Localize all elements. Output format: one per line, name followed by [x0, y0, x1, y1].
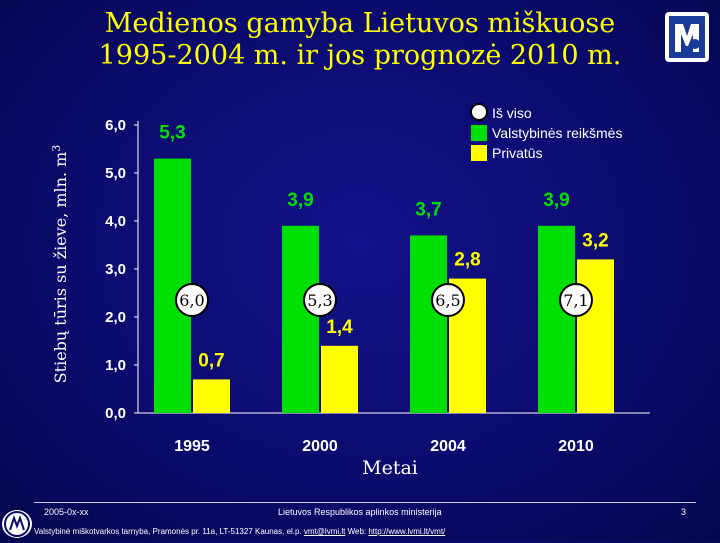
legend-label-total: Iš viso [492, 105, 532, 121]
total-badge [431, 283, 465, 317]
total-label: 6,5 [435, 291, 460, 310]
total-badge [559, 283, 593, 317]
bar-state [410, 235, 447, 413]
y-tick-label: 6,0 [105, 117, 126, 134]
logo [665, 12, 709, 62]
data-label-private: 2,8 [454, 250, 480, 271]
footer-logo-icon [4, 511, 30, 537]
footer-logo [2, 510, 32, 538]
slide-title: Medienos gamyba Lietuvos miškuose 1995-2… [60, 8, 660, 72]
category-label: 2000 [302, 438, 338, 455]
title-line-1: Medienos gamyba Lietuvos miškuose [104, 8, 616, 39]
y-tick-label: 0,0 [105, 405, 126, 422]
footer-contact: Valstybinė miškotvarkos tarnyba, Pramonė… [34, 527, 445, 536]
x-axis: 1995 2000 2004 2010 [174, 438, 594, 455]
footer-email-link[interactable]: vmt@lvmi.lt [303, 527, 346, 536]
y-axis-title: Stiebų tūris su žieve, mln. m3 [50, 145, 70, 384]
page-number: 3 [681, 507, 687, 517]
x-axis-title: Metai [362, 457, 418, 479]
y-tick-label: 3,0 [105, 261, 126, 278]
data-label-private: 0,7 [198, 350, 224, 371]
legend-swatch-private [471, 145, 487, 161]
legend-label-state: Valstybinės reikšmės [492, 125, 622, 141]
title-line-2: 1995-2004 m. ir jos prognozė 2010 m. [98, 40, 622, 71]
y-axis: 0,0 1,0 2,0 3,0 4,0 5,0 6,0 [105, 117, 139, 422]
data-label-state: 3,7 [415, 199, 441, 220]
footer-web-link[interactable]: http://www.lvmi.lt/vmt/ [368, 527, 446, 536]
footer-web-label: Web: [345, 527, 369, 536]
data-label-state: 5,3 [159, 123, 185, 144]
bar-private [321, 345, 358, 413]
y-tick-label: 1,0 [105, 357, 126, 374]
total-label: 7,1 [563, 291, 588, 310]
data-label-state: 3,9 [543, 190, 569, 211]
bar-state [282, 225, 319, 413]
logo-icon [669, 16, 705, 58]
bars: 5,3 0,7 6,0 3,9 1,4 5,3 3,7 2,8 6,5 3,9 3,2 7,1 [154, 123, 614, 413]
footer-divider [34, 502, 696, 503]
data-label-state: 3,9 [287, 190, 313, 211]
data-label-private: 1,4 [326, 317, 353, 338]
footer-date: 2005-0x-xx [44, 507, 89, 517]
total-badge [303, 283, 337, 317]
y-axis-title-superscript: 3 [50, 145, 63, 152]
total-badge [175, 283, 209, 317]
total-label: 5,3 [307, 291, 332, 310]
legend-swatch-total [470, 103, 488, 121]
category-label: 2004 [430, 438, 466, 455]
footer-ministry: Lietuvos Respublikos aplinkos ministerij… [278, 507, 442, 517]
bar-private [193, 379, 230, 413]
category-label: 2010 [558, 438, 594, 455]
total-label: 6,0 [179, 291, 204, 310]
y-tick-label: 5,0 [105, 165, 126, 182]
y-tick-label: 4,0 [105, 213, 126, 230]
bar-state [538, 225, 575, 413]
footer-address: Valstybinė miškotvarkos tarnyba, Pramonė… [34, 527, 304, 536]
data-label-private: 3,2 [582, 230, 608, 251]
legend-label-private: Privatūs [492, 145, 543, 161]
legend-swatch-state [471, 125, 487, 141]
bar-private [577, 259, 614, 413]
y-tick-label: 2,0 [105, 309, 126, 326]
category-label: 1995 [174, 438, 210, 455]
y-axis-title-text: Stiebų tūris su žieve, mln. m [51, 152, 70, 384]
legend: Iš viso Valstybinės reikšmės Privatūs [470, 103, 622, 161]
